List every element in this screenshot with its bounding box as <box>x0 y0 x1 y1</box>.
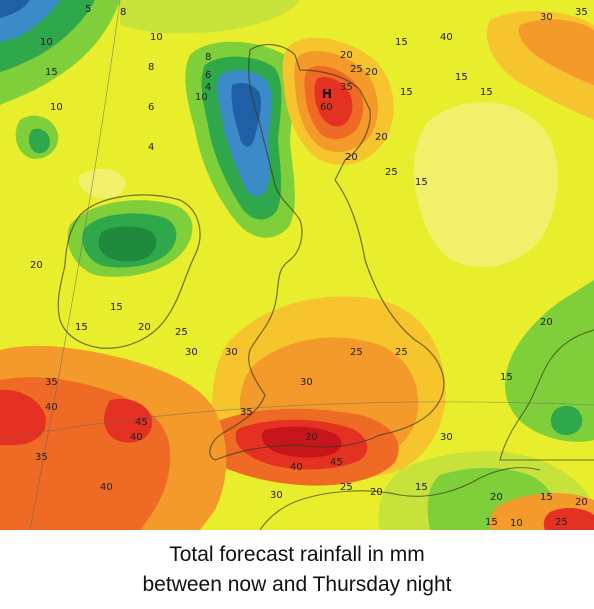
east-top-orange-inner <box>518 19 594 86</box>
contour-label: 15 <box>45 67 58 78</box>
contour-label: 15 <box>110 302 123 313</box>
contour-label: 20 <box>490 492 503 503</box>
contour-label: 15 <box>75 322 88 333</box>
rainfall-map: 5 810151010864202535152015202520151515108… <box>0 0 594 530</box>
contour-label: 4 <box>148 142 154 153</box>
contour-label: 10 <box>50 102 63 113</box>
contour-label: 40 <box>290 462 303 473</box>
coastline-france <box>259 467 541 530</box>
contour-label: 15 <box>395 37 408 48</box>
contour-label: 15 <box>415 177 428 188</box>
contour-label: 20 <box>345 152 358 163</box>
green-band-north <box>120 0 300 34</box>
coastline-netherlands <box>499 329 594 461</box>
coastline-great-britain <box>209 43 445 461</box>
contour-label: 25 <box>395 347 408 358</box>
contour-label: 15 <box>485 517 498 528</box>
contour-label: 5 <box>85 4 91 15</box>
contour-label: 8 <box>120 7 126 18</box>
graticule-line-west <box>29 0 121 530</box>
contour-label: 35 <box>575 7 588 18</box>
contour-label: 6 <box>148 102 154 113</box>
contour-label: 40 <box>100 482 113 493</box>
contour-label: 30 <box>300 377 313 388</box>
contour-label: 25 <box>385 167 398 178</box>
high-pressure-letter: H <box>322 87 332 101</box>
contour-label: 20 <box>375 132 388 143</box>
contour-label: 30 <box>185 347 198 358</box>
contour-label: 35 <box>340 82 353 93</box>
contour-label: 30 <box>540 12 553 23</box>
contour-label: 20 <box>370 487 383 498</box>
caption-line-1: Total forecast rainfall in mm <box>169 542 425 566</box>
contour-labels: 5 810151010864202535152015202520151515108… <box>30 4 588 529</box>
east-green-core <box>550 405 583 436</box>
contour-label: 20 <box>340 50 353 61</box>
contour-label: 4 <box>205 82 211 93</box>
scotland-west-deep-blue <box>231 82 261 147</box>
contour-label: 15 <box>400 87 413 98</box>
contour-label: 15 <box>540 492 553 503</box>
contour-label: 30 <box>225 347 238 358</box>
contour-label: 40 <box>130 432 143 443</box>
contour-label: 25 <box>350 64 363 75</box>
contour-label: 30 <box>270 490 283 501</box>
contour-label: 25 <box>555 517 568 528</box>
contour-label: 15 <box>455 72 468 83</box>
southwest-red-left <box>0 389 46 445</box>
caption-line-2: between now and Thursday night <box>142 572 452 596</box>
contour-label: 20 <box>365 67 378 78</box>
east-light-blob <box>413 101 558 268</box>
contour-label: 10 <box>195 92 208 103</box>
contour-label: 20 <box>138 322 151 333</box>
contour-label: 25 <box>350 347 363 358</box>
contour-label: 15 <box>415 482 428 493</box>
contour-label: 20 <box>575 497 588 508</box>
contour-label: 20 <box>30 260 43 271</box>
contour-label: 8 <box>148 62 154 73</box>
contour-label: 10 <box>40 37 53 48</box>
contour-label: 15 <box>480 87 493 98</box>
southwest-red-mid <box>103 398 153 443</box>
contour-label: 45 <box>135 417 148 428</box>
contour-label: 40 <box>440 32 453 43</box>
contour-label: 30 <box>440 432 453 443</box>
south-coast-red-core <box>261 426 342 458</box>
green-blob-left-core <box>28 128 50 154</box>
contour-label: 35 <box>35 452 48 463</box>
caption: Total forecast rainfall in mm between no… <box>0 530 594 609</box>
contour-label: 20 <box>540 317 553 328</box>
contour-label: 8 <box>205 52 211 63</box>
contour-label: 15 <box>500 372 513 383</box>
contour-label: 10 <box>510 518 523 529</box>
contour-label: 25 <box>340 482 353 493</box>
high-region-core <box>314 76 353 127</box>
contour-label: 6 <box>205 70 211 81</box>
ireland-green-core <box>98 226 157 262</box>
france-bottom-red <box>543 508 594 530</box>
contour-label: 10 <box>150 32 163 43</box>
contour-label: 35 <box>240 407 253 418</box>
contour-label: 40 <box>45 402 58 413</box>
contour-label: 45 <box>330 457 343 468</box>
north-sea-pale <box>78 168 126 199</box>
high-pressure-value: 60 <box>320 102 333 113</box>
blue-region-northwest-deep <box>0 0 30 18</box>
contour-label: 25 <box>175 327 188 338</box>
contour-label: 35 <box>45 377 58 388</box>
coastline-ireland <box>57 194 201 349</box>
graticule-line-lat <box>0 401 594 441</box>
contour-label: 20 <box>305 432 318 443</box>
